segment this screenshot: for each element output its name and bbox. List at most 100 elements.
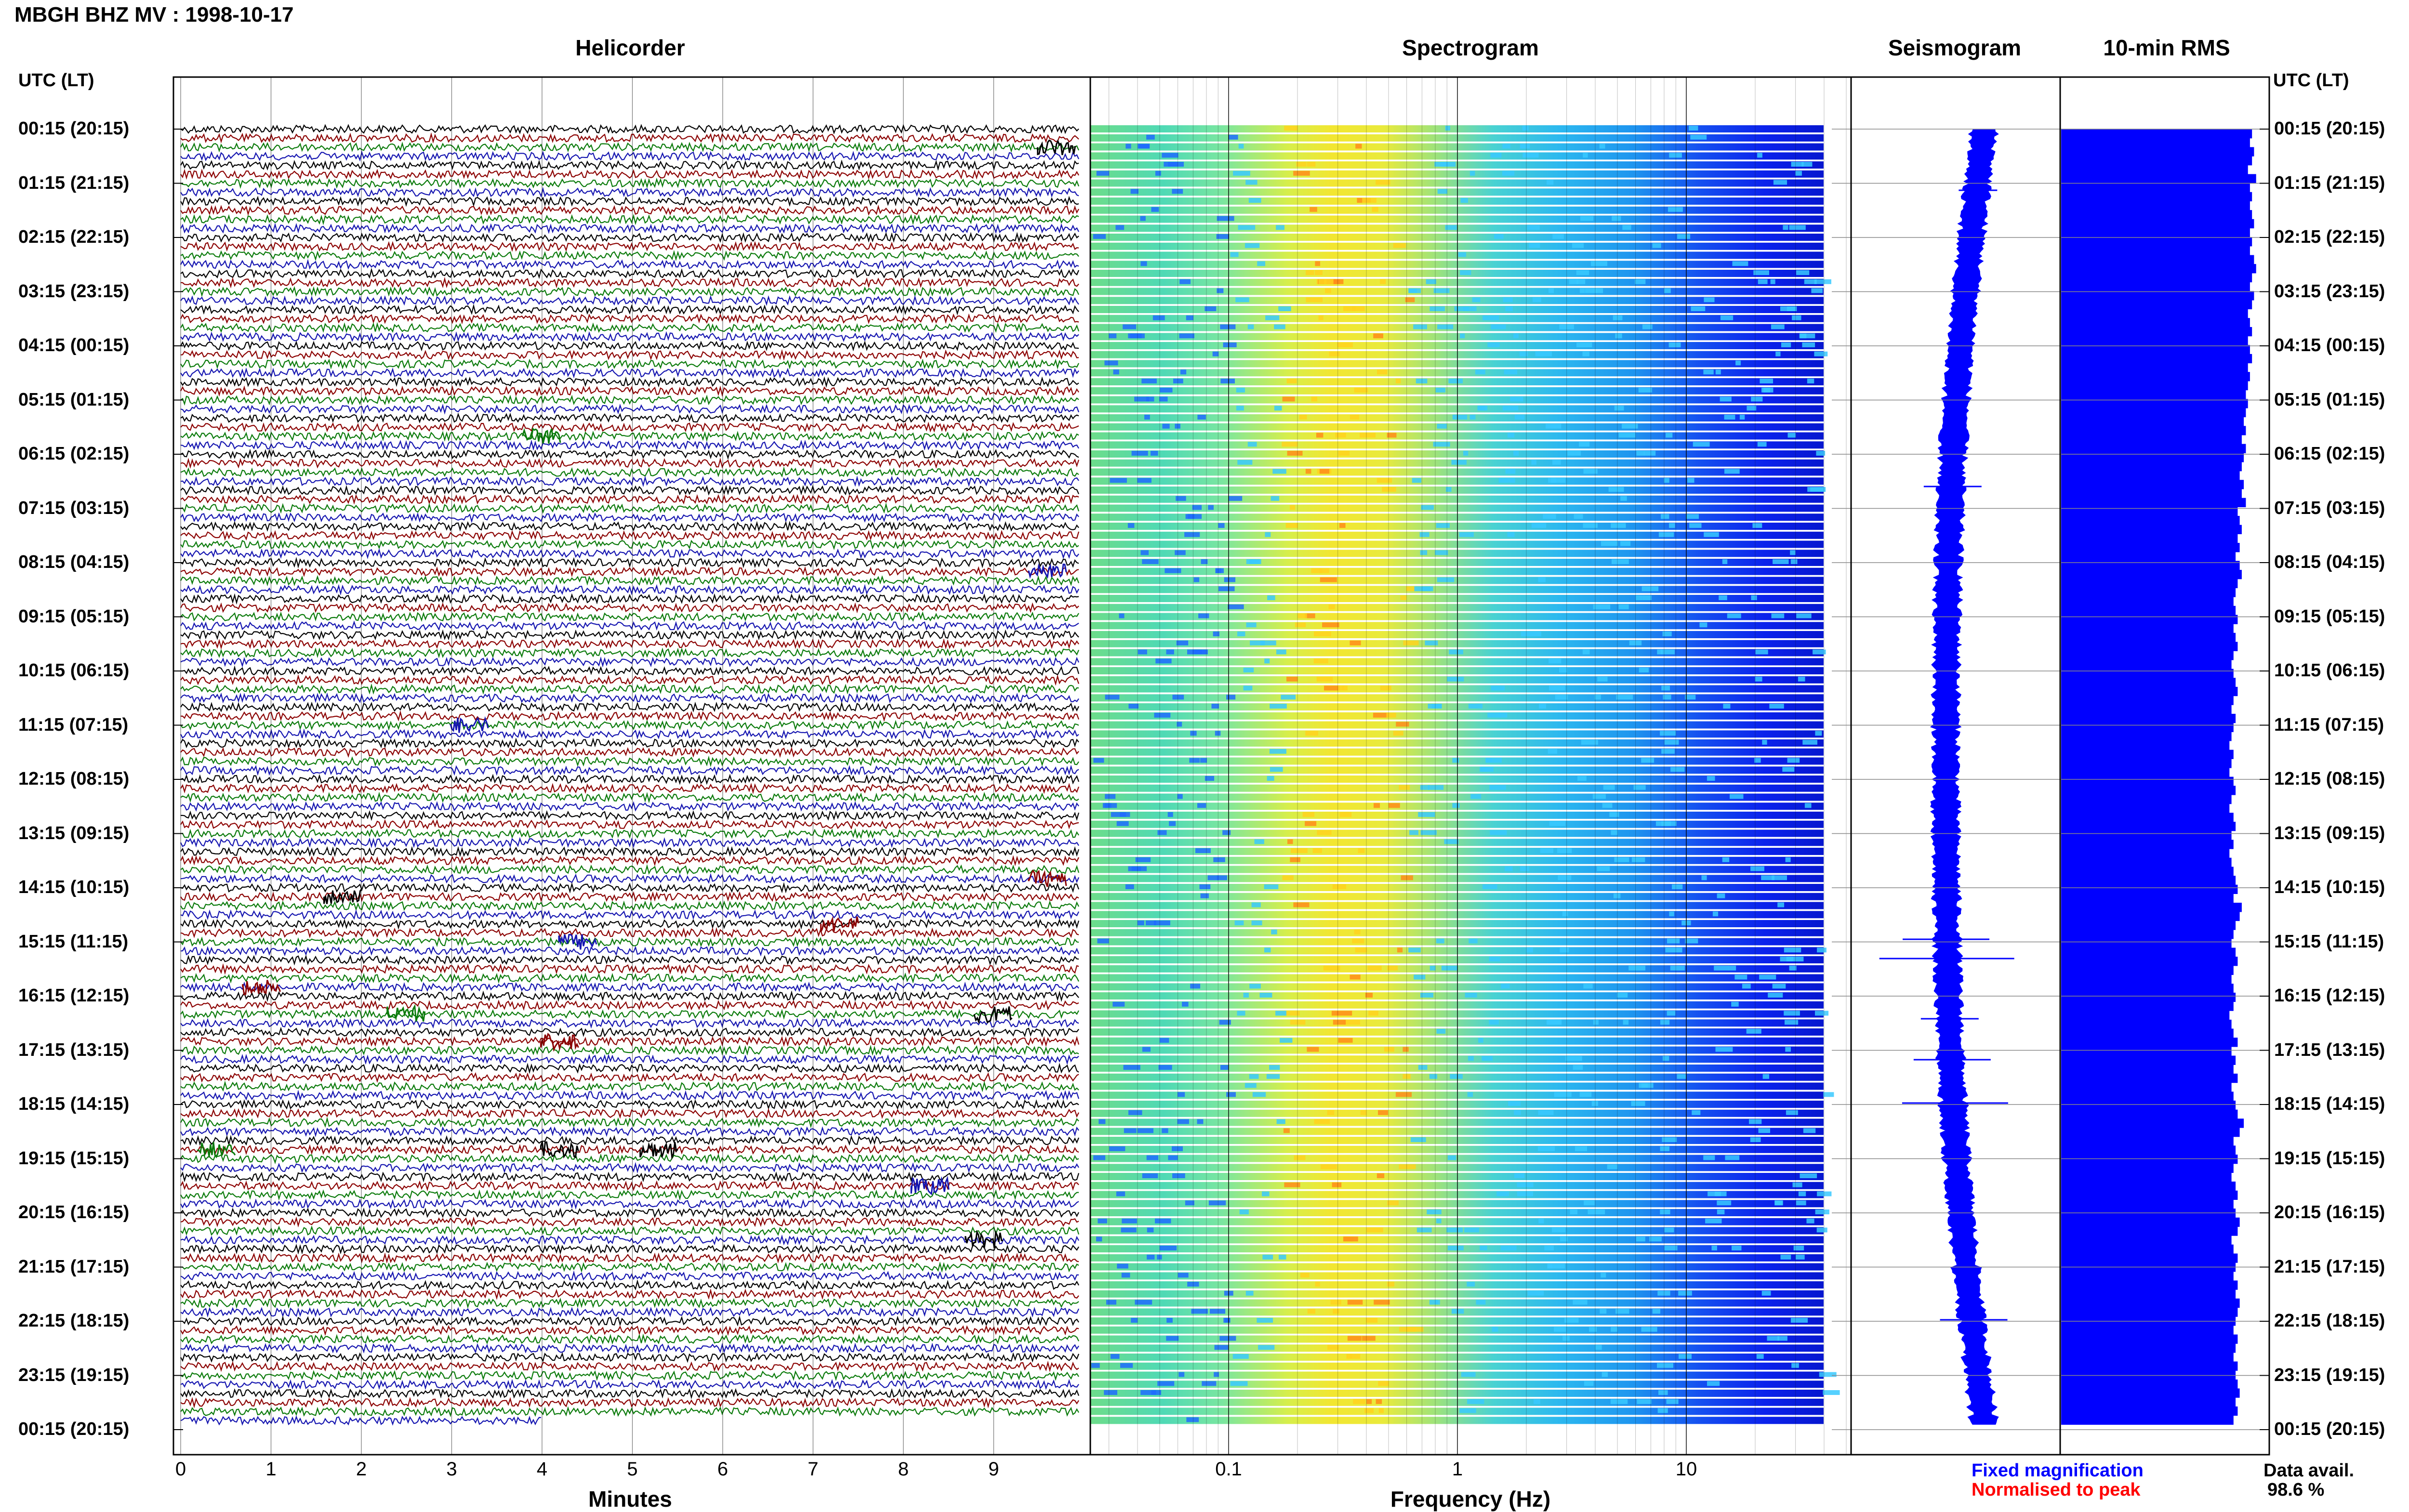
- rms-bar: [2061, 884, 2238, 894]
- spectrogram-speckle: [1489, 1020, 1499, 1025]
- rms-bar: [2061, 516, 2240, 526]
- seismogram-envelope: [1930, 129, 1999, 1425]
- spectrogram-speckle: [1722, 857, 1730, 862]
- rms-bar: [2061, 1244, 2234, 1254]
- spectrogram-speckle: [1403, 640, 1419, 645]
- spectrogram-speckle: [1230, 1381, 1248, 1386]
- helicorder-trace-row: [180, 783, 1080, 795]
- spectrogram-speckle: [1448, 379, 1463, 383]
- spectrogram-speckle: [1796, 1254, 1805, 1260]
- spectrogram-speckle: [1224, 577, 1236, 582]
- spectrogram-speckle: [1664, 1227, 1674, 1233]
- spectrogram-speckle: [1724, 415, 1735, 420]
- spectrogram-speckle: [1720, 315, 1734, 320]
- spectrogram-speckle: [1478, 1038, 1483, 1043]
- spectrogram-speckle: [1485, 758, 1502, 763]
- spectrogram-speckle: [1175, 550, 1186, 555]
- helicorder-trace-row: [180, 1080, 1079, 1092]
- spectrogram-speckle: [1146, 396, 1154, 402]
- spectrogram-speckle: [1570, 1210, 1577, 1214]
- spectrogram-speckle: [1800, 1173, 1817, 1178]
- spectrogram-speckle: [1723, 704, 1731, 709]
- spectrogram-speckle: [1749, 1119, 1762, 1124]
- helicorder-trace-row: [180, 1216, 1079, 1228]
- spectrogram-speckle: [1250, 640, 1265, 645]
- rms-bar: [2061, 138, 2250, 147]
- rms-bar: [2061, 723, 2234, 732]
- spectrogram-speckle: [1337, 1011, 1352, 1016]
- spectrogram-speckle: [1580, 216, 1594, 221]
- spectrogram-speckle: [1346, 1354, 1352, 1359]
- spectrogram-speckle: [1285, 523, 1298, 528]
- spectrogram-speckle: [1784, 1011, 1800, 1016]
- spectrogram-speckle: [1165, 568, 1181, 573]
- rms-bar: [2061, 219, 2254, 229]
- spectrogram-speckle: [1173, 379, 1183, 383]
- spectrogram-speckle: [1327, 1345, 1339, 1350]
- spectrogram-speckle: [1265, 532, 1271, 537]
- spectrogram-speckle: [1427, 1210, 1442, 1214]
- rms-bar: [2061, 417, 2244, 426]
- helicorder-trace-row: [180, 313, 1079, 325]
- spectrogram-speckle: [1366, 1399, 1372, 1404]
- spectrogram-speckle: [1128, 333, 1142, 339]
- time-label-right: 00:15 (20:15): [2274, 118, 2385, 139]
- rms-bar: [2061, 1128, 2240, 1137]
- time-label-left: 01:15 (21:15): [18, 172, 130, 193]
- spectrogram-speckle: [1554, 1327, 1566, 1332]
- spectrogram-speckle: [1703, 369, 1714, 375]
- rms-bar: [2061, 965, 2234, 975]
- rms-bars: [2061, 129, 2256, 1425]
- spectrogram-speckle: [1200, 758, 1207, 763]
- rms-bar: [2061, 435, 2242, 445]
- spectrogram-speckle: [1728, 965, 1736, 971]
- spectrogram-speckle: [1408, 947, 1421, 953]
- spectrogram-speckle: [1660, 649, 1675, 655]
- helicorder-title: Helicorder: [575, 35, 685, 60]
- spectrogram-speckle: [1365, 993, 1373, 998]
- spectrogram-speckle: [1823, 1092, 1834, 1097]
- helicorder-trace-row: [180, 367, 1079, 379]
- spectrogram-speckle: [1756, 1354, 1764, 1359]
- spectrogram-speckle: [1514, 415, 1525, 420]
- spectrogram-speckle: [1576, 342, 1592, 347]
- spectrogram-speckle: [1220, 1065, 1229, 1070]
- rms-bar: [2061, 1136, 2234, 1146]
- spectrogram-speckle: [1593, 1020, 1599, 1025]
- spectrogram-speckle: [1502, 171, 1515, 176]
- time-label-left: 06:15 (02:15): [18, 444, 130, 464]
- spectrogram-speckle: [1414, 974, 1426, 980]
- rms-bar: [2061, 1100, 2236, 1110]
- spectrogram-speckle: [1264, 658, 1270, 664]
- spectrogram-speckle: [1219, 1020, 1231, 1025]
- helicorder-trace-row: [180, 638, 1079, 650]
- spectrogram-speckle: [1113, 369, 1119, 375]
- rms-bar: [2061, 1172, 2232, 1182]
- helicorder-trace-row: [180, 936, 1079, 947]
- spectrogram-speckle: [1269, 749, 1286, 754]
- spectrogram-speckle: [1313, 658, 1328, 664]
- spectrogram-speckle: [1367, 965, 1382, 971]
- spectrogram-speckle: [1124, 1128, 1137, 1133]
- spectrogram-speckle: [1291, 848, 1308, 853]
- spectrogram-speckle: [1514, 1173, 1525, 1178]
- spectrogram-speckle: [1157, 1381, 1175, 1386]
- helicorder-trace-row: [180, 973, 1079, 984]
- helicorder-trace-row: [180, 927, 1079, 938]
- frequency-tick-label: 1: [1452, 1459, 1463, 1480]
- spectrogram-speckle: [1666, 1399, 1679, 1404]
- spectrogram-speckle: [1176, 640, 1189, 645]
- spectrogram-speckle: [1790, 1318, 1808, 1323]
- spectrogram-speckle: [1584, 1200, 1595, 1206]
- rms-bar: [2061, 129, 2252, 139]
- helicorder-event-burst: [540, 1141, 579, 1159]
- rms-bar: [2061, 1415, 2234, 1425]
- spectrogram-speckle: [1284, 126, 1298, 131]
- spectrogram-speckle: [1333, 1309, 1339, 1314]
- spectrogram-speckle: [1338, 451, 1350, 456]
- helicorder-trace-row: [180, 1144, 1079, 1155]
- spectrogram-speckle: [1685, 695, 1696, 700]
- spectrogram-speckle: [1387, 1282, 1394, 1287]
- spectrogram-speckle: [1290, 857, 1300, 862]
- spectrogram-speckle: [1228, 496, 1243, 501]
